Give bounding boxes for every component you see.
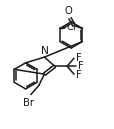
Text: N: N bbox=[41, 46, 49, 56]
Text: F: F bbox=[77, 61, 83, 71]
Text: Cl: Cl bbox=[65, 22, 75, 32]
Text: Br: Br bbox=[23, 98, 34, 108]
Text: O: O bbox=[63, 6, 71, 17]
Text: F: F bbox=[75, 53, 81, 63]
Text: F: F bbox=[75, 70, 81, 80]
